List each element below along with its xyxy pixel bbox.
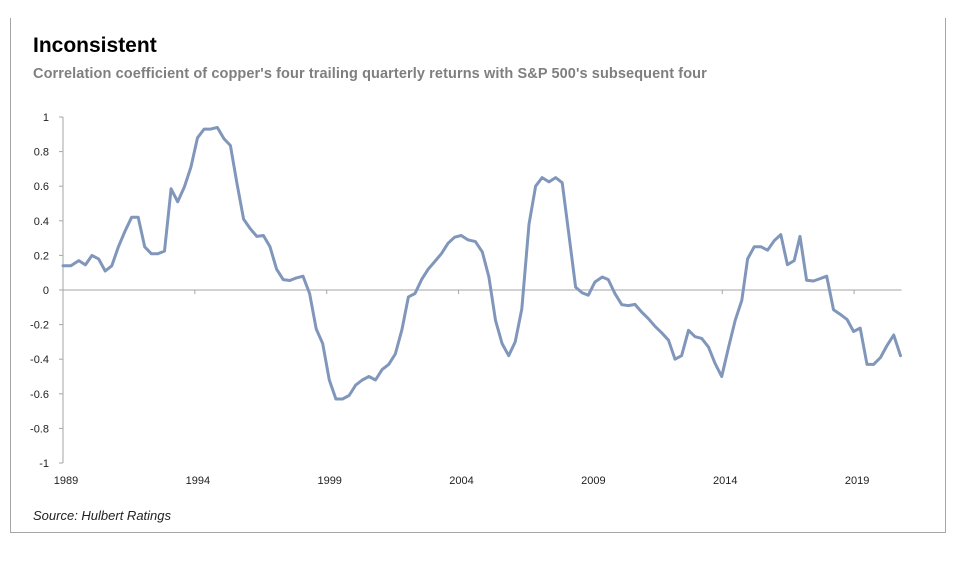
chart-source: Source: Hulbert Ratings (33, 508, 172, 523)
y-tick-label: 1 (43, 112, 49, 124)
x-tick-label: 1994 (186, 475, 210, 487)
chart-frame (10, 18, 946, 533)
y-tick-label: 0.8 (34, 147, 49, 159)
chart-subtitle: Correlation coefficient of copper's four… (33, 66, 707, 82)
series-line (61, 125, 902, 401)
x-tick-label: 2004 (449, 475, 473, 487)
y-tick-label: 0.4 (34, 216, 49, 228)
x-tick-label: 1989 (54, 475, 78, 487)
x-tick-label: 1999 (317, 475, 341, 487)
chart-title: Inconsistent (33, 34, 157, 57)
y-tick-label: -0.4 (30, 354, 49, 366)
x-tick-label: 2019 (845, 475, 869, 487)
y-tick-label: 0.2 (34, 250, 49, 262)
y-tick-label: 0 (43, 285, 49, 297)
y-tick-label: -0.6 (30, 389, 49, 401)
y-tick-label: -0.2 (30, 320, 49, 332)
y-tick-label: -0.8 (30, 423, 49, 435)
y-tick-label: 0.6 (34, 181, 49, 193)
x-tick-label: 2014 (713, 475, 737, 487)
y-tick-label: -1 (39, 458, 49, 470)
x-tick-label: 2009 (581, 475, 605, 487)
